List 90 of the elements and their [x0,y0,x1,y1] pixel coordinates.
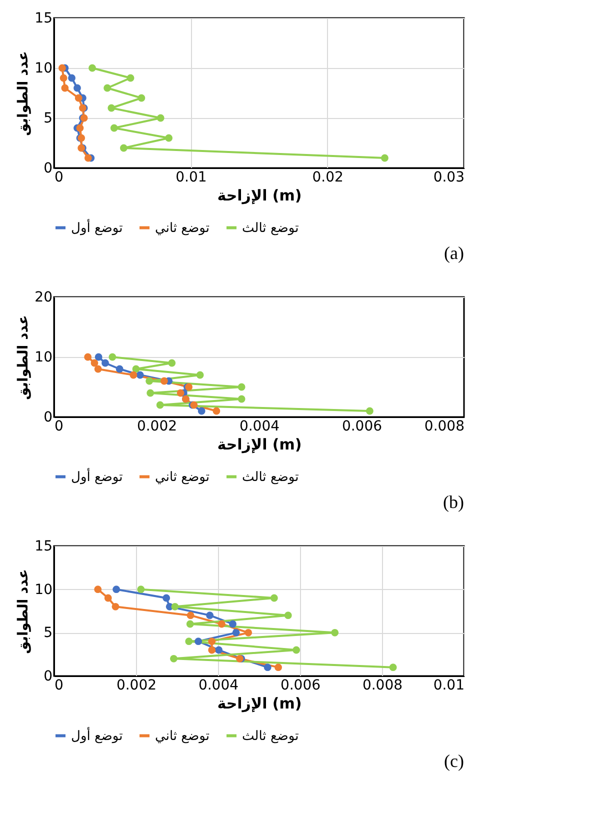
point [84,353,92,361]
point [186,612,194,620]
point [208,638,216,646]
point [160,377,168,385]
y-axis-title: عدد الطوابق [16,569,32,654]
point [331,628,339,636]
text: (c) [444,751,464,771]
point [185,638,193,646]
point [215,646,223,654]
legend-label: توضع أول [71,726,124,744]
x-tick-label: 0.008 [362,678,403,694]
y-tick-label: 20 [34,290,52,306]
point [238,395,246,403]
x-tick-label: 0.006 [280,678,321,694]
point [168,359,176,367]
point [274,664,282,672]
x-tick-label: 0.004 [198,678,239,694]
point [389,664,397,672]
y-tick-label: 10 [34,350,52,366]
x-tick-label: 0.004 [239,418,280,434]
point [170,654,178,662]
point [136,371,144,379]
point [366,407,374,415]
point [102,359,109,367]
point [244,628,252,636]
x-tick-label: 0.01 [433,678,464,694]
point [94,353,102,361]
point [171,602,179,610]
point [229,620,236,628]
point [156,401,164,409]
point [94,586,102,594]
x-tick-label: 0.01 [176,170,207,186]
y-tick-label: 10 [34,60,52,76]
point [270,594,278,602]
point [162,594,170,602]
legend-label: توضع ثالث [242,220,300,236]
point [137,586,145,594]
point [218,620,226,628]
x-axis-title: الإزاحة (m) [217,436,302,454]
point [108,353,116,361]
point [130,371,138,379]
x-tick-label: 0 [54,170,64,186]
point [198,407,206,415]
legend-label: توضع ثاني [155,470,210,485]
y-tick-label: 15 [34,10,52,26]
point [196,371,204,379]
y-axis-title: عدد الطوابق [16,51,32,136]
point [90,359,98,367]
point [292,646,300,654]
x-tick-label: 0 [54,418,64,434]
x-tick-label: 0.002 [136,418,178,434]
point [94,365,102,373]
y-tick-label: 15 [34,538,52,554]
point [176,389,184,397]
point [146,377,154,385]
x-axis-title: الإزاحة (m) [217,694,302,712]
point [238,383,246,391]
text: (b) [443,492,464,512]
point [284,612,292,620]
point [208,646,216,654]
x-tick-label: 0 [54,678,64,694]
x-tick-label: 0.03 [433,170,464,186]
x-tick-label: 0.02 [312,170,344,186]
y-axis-title: عدد الطوابق [16,315,32,400]
point [112,602,120,610]
x-axis-title: الإزاحة (m) [217,186,302,204]
point [146,389,154,397]
legend-label: توضع أول [71,218,124,236]
text: (a) [444,243,464,263]
legend-label: توضع أول [71,468,124,485]
point [112,586,120,594]
point [212,407,220,415]
point [116,365,124,373]
x-tick-label: 0.002 [116,678,157,694]
point [104,594,112,602]
point [264,664,272,672]
legend-label: توضع ثاني [155,728,210,744]
x-tick-label: 0.008 [424,418,464,434]
legend-label: توضع ثاني [155,220,210,236]
legend-label: توضع ثالث [242,728,300,744]
point [206,612,214,620]
point [232,628,240,636]
point [132,365,140,373]
y-tick-label: 5 [44,625,52,642]
legend-label: توضع ثالث [242,470,300,485]
y-tick-label: 10 [34,582,52,598]
x-tick-label: 0.006 [342,418,382,434]
point [194,638,202,646]
point [186,620,194,628]
y-tick-label: 5 [44,110,52,126]
